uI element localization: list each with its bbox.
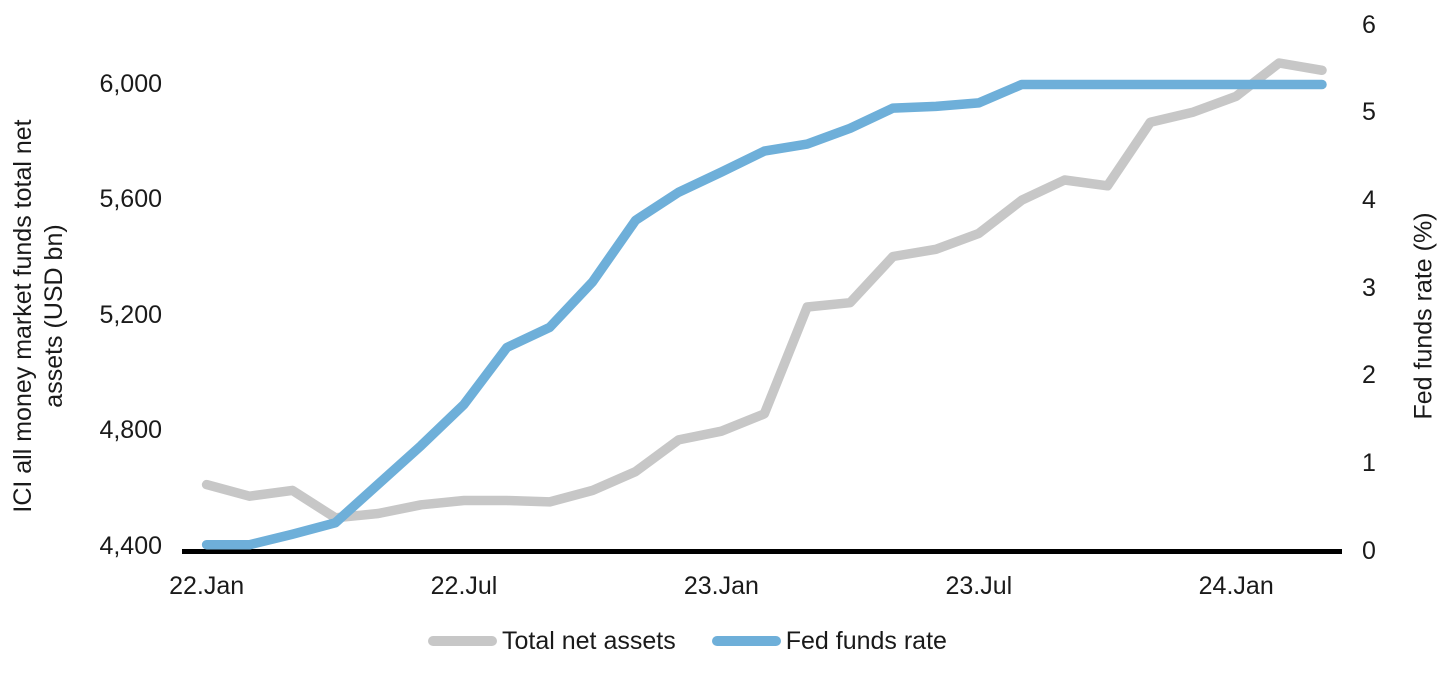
legend-swatch-total-net-assets [428, 636, 497, 646]
x-axis-tick-label: 22.Jan [169, 572, 245, 600]
legend-item-fed-funds-rate: Fed funds rate [711, 626, 947, 656]
right-axis-tick-label: 2 [1362, 361, 1376, 390]
left-axis-title: ICI all money market funds total net ass… [8, 119, 70, 512]
left-axis-tick-label: 5,600 [99, 185, 162, 214]
left-axis-title-line2: assets (USD bn) [40, 224, 68, 408]
x-axis-tick-label: 23.Jul [945, 572, 1013, 600]
right-axis-tick-label: 3 [1362, 273, 1376, 302]
right-axis-tick-label: 0 [1362, 536, 1376, 565]
x-axis-tick-label: 23.Jan [683, 572, 759, 600]
left-axis-tick-label: 4,400 [99, 531, 162, 560]
series-line-total-net-assets [201, 58, 1327, 523]
right-axis-tick-label: 1 [1362, 449, 1376, 478]
left-axis-tick-label: 5,200 [99, 300, 162, 329]
legend-swatch-fed-funds-rate [711, 636, 781, 646]
right-axis-title-text: Fed funds rate (%) [1409, 212, 1438, 420]
left-axis-tick-label: 4,800 [99, 416, 162, 445]
x-axis-tick-label: 24.Jan [1198, 572, 1274, 600]
legend: Total net assets Fed funds rate [428, 626, 947, 656]
legend-label-total-net-assets: Total net assets [502, 627, 676, 655]
legend-item-total-net-assets: Total net assets [428, 626, 676, 656]
left-axis-title-line1: ICI all money market funds total net [9, 119, 37, 513]
right-axis-title: Fed funds rate (%) [1409, 212, 1440, 419]
left-axis-tick-label: 6,000 [99, 69, 162, 98]
right-axis-tick-label: 5 [1362, 98, 1376, 127]
legend-label-fed-funds-rate: Fed funds rate [785, 627, 947, 655]
right-axis-tick-label: 4 [1362, 186, 1376, 215]
x-axis-tick-label: 22.Jul [430, 572, 498, 600]
series-line-fed-funds-rate [201, 79, 1327, 550]
right-axis-tick-label: 6 [1362, 10, 1376, 39]
